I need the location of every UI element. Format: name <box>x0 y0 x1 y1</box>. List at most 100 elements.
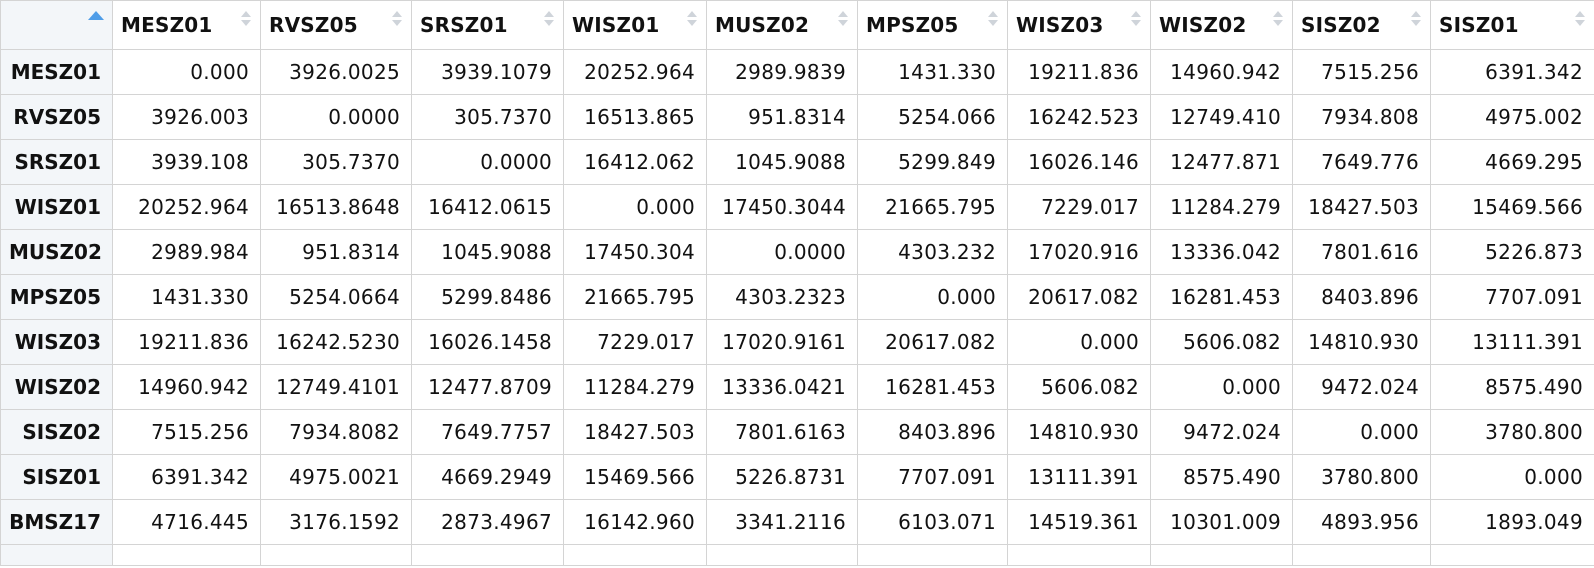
table-cell[interactable]: 12477.8709 <box>411 364 564 410</box>
table-cell[interactable]: 9472.024 <box>1292 364 1431 410</box>
table-cell[interactable]: 4303.232 <box>857 229 1008 275</box>
column-header[interactable]: MESZ01 <box>112 0 261 50</box>
table-row[interactable]: SISZ02 7515.256 7934.8082 7649.7757 18427.50… <box>0 409 1594 455</box>
table-cell[interactable]: 4975.0021 <box>260 454 412 500</box>
table-cell[interactable]: 15469.566 <box>1430 184 1594 230</box>
table-cell[interactable]: 3939.108 <box>112 139 261 185</box>
table-cell[interactable]: 3780.800 <box>1430 409 1594 455</box>
table-cell[interactable]: 305.7370 <box>260 139 412 185</box>
table-cell[interactable]: 4303.2323 <box>706 274 858 320</box>
table-cell[interactable]: 3939.1079 <box>411 49 564 95</box>
table-row[interactable]: SISZ01 6391.342 4975.0021 4669.2949 15469.56… <box>0 454 1594 500</box>
table-row[interactable]: MUSZ02 2989.984 951.8314 1045.9088 17450.304… <box>0 229 1594 275</box>
table-cell[interactable]: 19211.836 <box>112 319 261 365</box>
table-cell[interactable]: 7707.091 <box>857 454 1008 500</box>
table-cell[interactable]: 2989.984 <box>112 229 261 275</box>
table-cell[interactable]: 7801.616 <box>1292 229 1431 275</box>
table-cell[interactable]: 20252.964 <box>112 184 261 230</box>
column-header[interactable]: WISZ02 <box>1150 0 1293 50</box>
table-cell[interactable]: 16242.523 <box>1007 94 1151 140</box>
table-cell[interactable]: 12749.4101 <box>260 364 412 410</box>
table-cell[interactable]: 4716.445 <box>112 499 261 545</box>
table-cell[interactable]: 17020.9161 <box>706 319 858 365</box>
table-cell[interactable]: 5226.8731 <box>706 454 858 500</box>
table-cell[interactable]: 7229.017 <box>563 319 707 365</box>
table-cell[interactable]: 0.0000 <box>706 229 858 275</box>
table-row[interactable]: BMSZ17 4716.445 3176.1592 2873.4967 16142.96… <box>0 499 1594 545</box>
table-cell[interactable]: 3341.2116 <box>706 499 858 545</box>
table-cell[interactable]: 5299.849 <box>857 139 1008 185</box>
table-cell[interactable]: 6103.071 <box>857 499 1008 545</box>
table-cell[interactable]: 17450.3044 <box>706 184 858 230</box>
table-cell[interactable]: 3926.0025 <box>260 49 412 95</box>
table-cell[interactable]: 15469.566 <box>563 454 707 500</box>
table-cell[interactable]: 1045.9088 <box>411 229 564 275</box>
table-cell[interactable]: 4669.2949 <box>411 454 564 500</box>
table-cell[interactable]: 8575.490 <box>1150 454 1293 500</box>
table-cell[interactable]: 5254.066 <box>857 94 1008 140</box>
table-cell[interactable]: 5226.873 <box>1430 229 1594 275</box>
table-cell[interactable]: 4893.956 <box>1292 499 1431 545</box>
table-cell[interactable]: 3176.1592 <box>260 499 412 545</box>
table-cell[interactable]: 21665.795 <box>563 274 707 320</box>
table-cell[interactable]: 951.8314 <box>706 94 858 140</box>
table-cell[interactable]: 21665.795 <box>857 184 1008 230</box>
table-cell[interactable]: 4669.295 <box>1430 139 1594 185</box>
table-cell[interactable]: 16513.8648 <box>260 184 412 230</box>
table-cell[interactable]: 7229.017 <box>1007 184 1151 230</box>
table-cell[interactable]: 1431.330 <box>857 49 1008 95</box>
table-cell[interactable]: 12477.871 <box>1150 139 1293 185</box>
table-cell[interactable]: 0.000 <box>857 274 1008 320</box>
table-cell[interactable]: 14810.930 <box>1292 319 1431 365</box>
table-cell[interactable]: 16242.5230 <box>260 319 412 365</box>
table-cell[interactable]: 14519.361 <box>1007 499 1151 545</box>
table-cell[interactable]: 6391.342 <box>112 454 261 500</box>
table-cell[interactable]: 7934.808 <box>1292 94 1431 140</box>
table-row[interactable]: WISZ03 19211.836 16242.5230 16026.1458 7229.… <box>0 319 1594 365</box>
table-cell[interactable]: 2989.9839 <box>706 49 858 95</box>
table-cell[interactable]: 20252.964 <box>563 49 707 95</box>
table-cell[interactable]: 17020.916 <box>1007 229 1151 275</box>
table-cell[interactable]: 14960.942 <box>112 364 261 410</box>
table-cell[interactable]: 3780.800 <box>1292 454 1431 500</box>
column-header[interactable]: SISZ01 <box>1430 0 1594 50</box>
table-cell[interactable]: 0.000 <box>563 184 707 230</box>
table-cell[interactable]: 7515.256 <box>112 409 261 455</box>
table-cell[interactable]: 14960.942 <box>1150 49 1293 95</box>
table-cell[interactable]: 16026.146 <box>1007 139 1151 185</box>
table-cell[interactable]: 13336.042 <box>1150 229 1293 275</box>
table-cell[interactable]: 19211.836 <box>1007 49 1151 95</box>
table-row[interactable]: RVSZ05 3926.003 0.0000 305.7370 16513.865 951… <box>0 94 1594 140</box>
table-cell[interactable]: 12749.410 <box>1150 94 1293 140</box>
table-cell[interactable]: 17450.304 <box>563 229 707 275</box>
table-cell[interactable]: 0.0000 <box>411 139 564 185</box>
table-row[interactable]: WISZ01 20252.964 16513.8648 16412.0615 0.000… <box>0 184 1594 230</box>
table-cell[interactable]: 1431.330 <box>112 274 261 320</box>
table-cell[interactable]: 5254.0664 <box>260 274 412 320</box>
table-cell[interactable]: 18427.503 <box>563 409 707 455</box>
column-header[interactable]: MPSZ05 <box>857 0 1008 50</box>
table-cell[interactable]: 8403.896 <box>857 409 1008 455</box>
table-cell[interactable]: 0.000 <box>1430 454 1594 500</box>
table-cell[interactable]: 0.000 <box>1292 409 1431 455</box>
column-header[interactable]: RVSZ05 <box>260 0 412 50</box>
table-cell[interactable]: 11284.279 <box>1150 184 1293 230</box>
table-cell[interactable]: 16281.453 <box>1150 274 1293 320</box>
table-cell[interactable]: 2873.4967 <box>411 499 564 545</box>
table-cell[interactable]: 11284.279 <box>563 364 707 410</box>
table-cell[interactable]: 5299.8486 <box>411 274 564 320</box>
table-cell[interactable]: 0.0000 <box>260 94 412 140</box>
table-cell[interactable]: 20617.082 <box>857 319 1008 365</box>
table-cell[interactable]: 0.000 <box>1150 364 1293 410</box>
table-cell[interactable]: 305.7370 <box>411 94 564 140</box>
row-names-header[interactable] <box>0 0 113 50</box>
table-cell[interactable]: 0.000 <box>1007 319 1151 365</box>
table-cell[interactable]: 4975.002 <box>1430 94 1594 140</box>
column-header[interactable]: WISZ03 <box>1007 0 1151 50</box>
table-cell[interactable]: 13111.391 <box>1430 319 1594 365</box>
table-cell[interactable]: 16513.865 <box>563 94 707 140</box>
column-header[interactable]: MUSZ02 <box>706 0 858 50</box>
table-row[interactable]: SRSZ01 3939.108 305.7370 0.0000 16412.062 104… <box>0 139 1594 185</box>
table-cell[interactable]: 7649.7757 <box>411 409 564 455</box>
table-cell[interactable]: 7649.776 <box>1292 139 1431 185</box>
